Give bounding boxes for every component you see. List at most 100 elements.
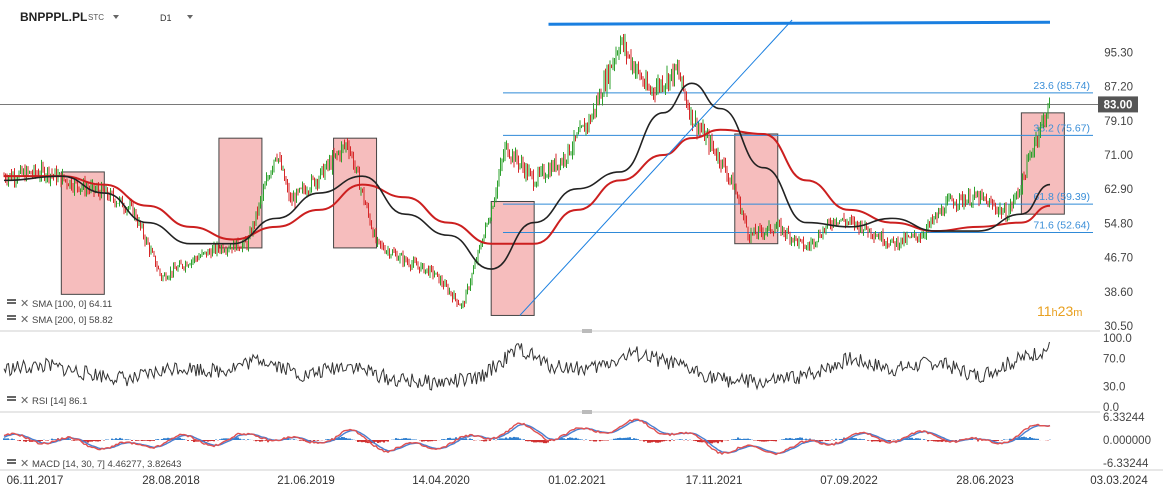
menu-icon[interactable] (7, 299, 16, 301)
macd-histogram-bar (41, 440, 43, 441)
macd-histogram-bar (669, 440, 671, 442)
macd-histogram-bar (29, 440, 31, 442)
macd-histogram-bar (119, 437, 121, 440)
macd-histogram-bar (329, 439, 331, 440)
sma-200-line[interactable] (4, 128, 1051, 245)
symbol-name[interactable]: BNPPPL.PL (20, 10, 87, 24)
macd-histogram-bar (511, 437, 513, 440)
sma-100-line[interactable] (3, 82, 1051, 270)
macd-histogram-bar (783, 439, 785, 440)
macd-histogram-bar (645, 440, 647, 442)
support-trendline[interactable] (519, 19, 793, 316)
macd-histogram-bar (643, 440, 645, 442)
macd-histogram-bar (383, 440, 385, 443)
macd-histogram-bar (769, 440, 771, 441)
macd-histogram-bar (711, 440, 713, 444)
macd-histogram-bar (183, 439, 185, 440)
chevron-down-icon[interactable] (113, 15, 119, 19)
macd-histogram-bar (401, 438, 403, 440)
macd-histogram-bar (265, 440, 267, 441)
macd-histogram-bar (581, 439, 583, 440)
macd-histogram-bar (539, 440, 541, 443)
macd-histogram-bar (799, 437, 801, 440)
chevron-down-icon[interactable] (187, 15, 193, 19)
macd-histogram-bar (1037, 438, 1039, 440)
macd-histogram-bar (653, 440, 655, 442)
macd-histogram-bar (431, 440, 433, 442)
macd-histogram-bar (447, 438, 449, 440)
macd-histogram-bar (709, 440, 711, 444)
menu-icon (7, 318, 16, 320)
macd-histogram-bar (655, 440, 657, 443)
timeframe-label[interactable]: D1 (160, 13, 172, 23)
macd-histogram-bar (153, 440, 155, 441)
macd-histogram-bar (541, 440, 543, 443)
macd-histogram-bar (923, 439, 925, 440)
rsi-legend: RSI [14] 86.1 (32, 396, 87, 407)
highlight-zone[interactable] (490, 200, 535, 316)
macd-histogram-bar (735, 438, 737, 440)
macd-histogram-bar (403, 438, 405, 440)
close-icon[interactable]: ✕ (20, 298, 29, 310)
macd-histogram-bar (579, 439, 581, 440)
macd-histogram-bar (873, 440, 875, 442)
macd-histogram-bar (1017, 438, 1019, 440)
macd-histogram-bar (135, 440, 137, 441)
macd-signal-line[interactable] (3, 419, 1051, 454)
macd-histogram-bar (125, 439, 127, 440)
price-tick-label: 46.70 (1104, 253, 1133, 265)
menu-icon[interactable] (7, 396, 16, 398)
panel-resize-handle[interactable] (582, 410, 592, 414)
highlight-zone[interactable] (333, 137, 378, 249)
resistance-line[interactable] (548, 20, 1051, 26)
macd-histogram-bar (685, 439, 687, 440)
macd-histogram-bar (545, 440, 547, 444)
highlight-zone[interactable] (734, 133, 779, 245)
macd-histogram-bar (647, 440, 649, 443)
macd-histogram-bar (889, 440, 891, 442)
highlight-zone[interactable] (60, 171, 105, 295)
macd-histogram-bar (745, 438, 747, 440)
close-icon[interactable]: ✕ (20, 395, 29, 407)
macd-histogram (3, 436, 1051, 444)
macd-tick-label: -6.33244 (1103, 458, 1149, 470)
exchange-label: STC (88, 13, 104, 22)
macd-histogram-bar (787, 438, 789, 440)
highlight-zone[interactable] (218, 137, 263, 249)
macd-histogram-bar (1021, 436, 1023, 440)
macd-line[interactable] (3, 418, 1051, 456)
macd-histogram-bar (207, 440, 209, 442)
macd-histogram-bar (747, 438, 749, 440)
close-icon[interactable]: ✕ (20, 458, 29, 470)
menu-icon[interactable] (7, 459, 16, 461)
macd-histogram-bar (89, 440, 91, 442)
macd-histogram-bar (127, 439, 129, 440)
macd-histogram-bar (225, 438, 227, 440)
macd-histogram-bar (1003, 439, 1005, 440)
rsi-line[interactable] (3, 341, 1050, 391)
menu-icon[interactable] (7, 315, 16, 317)
macd-histogram-bar (443, 439, 445, 440)
macd-histogram-bar (699, 440, 701, 443)
close-icon[interactable]: ✕ (20, 314, 29, 326)
macd-histogram-bar (177, 438, 179, 440)
macd-histogram-bar (861, 439, 863, 440)
macd-histogram-bar (215, 439, 217, 440)
macd-histogram-bar (97, 440, 99, 442)
macd-histogram-bar (423, 440, 425, 442)
panel-resize-handle[interactable] (582, 329, 592, 333)
macd-histogram-bar (993, 440, 995, 442)
macd-histogram-bar (359, 440, 361, 442)
macd-histogram-bar (141, 440, 143, 441)
fibonacci-label: 38.2 (75.67) (1033, 122, 1090, 134)
macd-histogram-bar (523, 439, 525, 440)
rsi-tick-label: 0.0 (1103, 402, 1119, 414)
macd-histogram-bar (851, 437, 853, 440)
macd-histogram-bar (405, 438, 407, 440)
macd-histogram-bar (517, 437, 519, 440)
macd-histogram-bar (663, 440, 665, 442)
macd-histogram-bar (781, 439, 783, 440)
fibonacci-label: 61.8 (59.39) (1033, 191, 1090, 203)
highlight-zone[interactable] (1020, 112, 1065, 215)
